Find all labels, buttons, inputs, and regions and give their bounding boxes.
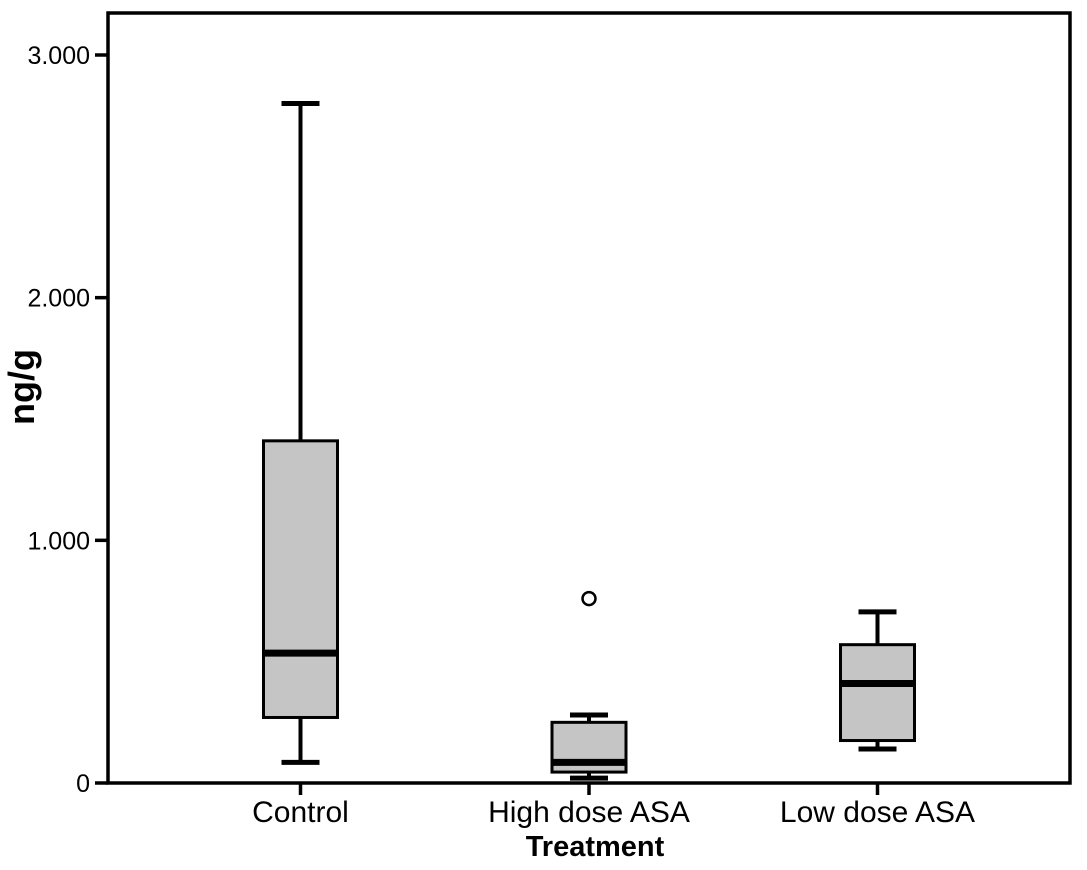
y-axis-title: ng/g	[1, 349, 42, 425]
box-1	[262, 439, 339, 719]
outlier-point	[581, 590, 597, 607]
x-axis-tick-label: Control	[252, 796, 349, 829]
x-axis-tick-label: High dose ASA	[488, 796, 690, 829]
x-axis-tick-label: Low dose ASA	[780, 796, 975, 829]
x-axis-title: Treatment	[526, 831, 665, 863]
box-3	[839, 643, 916, 743]
y-axis-tick-label: 2.000	[27, 285, 90, 313]
y-axis-tick-label: 1.000	[27, 527, 90, 555]
y-axis-tick-label: 3.000	[27, 42, 90, 70]
y-axis-tick-label: 0	[76, 770, 90, 798]
plot-frame	[106, 11, 1072, 785]
